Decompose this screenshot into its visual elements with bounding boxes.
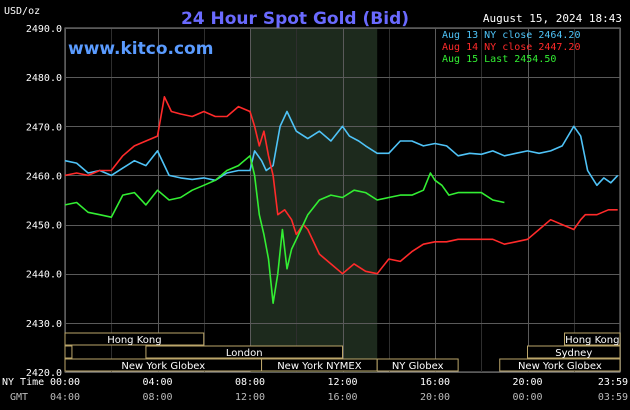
session-label: New York Globex [518,361,602,372]
gmt-tick-label: 16:00 [327,392,357,403]
ny-session-shade [250,28,378,372]
gmt-label: GMT [10,392,28,403]
ny-tick-label: 20:00 [512,377,542,388]
y-tick-label: 2420.0 [26,368,62,379]
session-label: Sydney [555,348,592,359]
y-tick-label: 2490.0 [26,24,62,35]
ny-tick-label: 08:00 [235,377,265,388]
session-bar [64,332,205,346]
gmt-tick-label: 03:59 [598,392,628,403]
session-bar [64,345,73,359]
kitco-watermark: www.kitco.com [68,39,213,59]
x-axis-ticks: 00:00 04:00 04:00 08:00 08:00 12:00 12:00 16:00… [50,377,628,403]
gmt-tick-label: 00:00 [512,392,542,403]
chart-title: 24 Hour Spot Gold (Bid) [181,9,409,29]
ny-tick-label: 00:00 [50,377,80,388]
y-axis-ticks: 2490.0 2480.0 2470.0 2460.0 2450.0 2440.0 2430… [26,24,62,379]
session-label: New York NYMEX [277,361,362,372]
session-bar [499,358,621,372]
ny-time-label: NY Time [2,377,44,388]
series-line-2 [64,155,505,304]
ny-tick-label: 16:00 [420,377,450,388]
legend: Aug 13 NY close 2464.20 Aug 14 NY close … [442,30,580,65]
y-tick-label: 2460.0 [26,171,62,182]
currency-label: USD/oz [4,6,40,17]
series-line-0 [64,110,619,187]
session-label: New York Globex [121,361,205,372]
gmt-tick-label: 08:00 [142,392,172,403]
ny-tick-label: 12:00 [327,377,357,388]
ny-tick-label: 23:59 [598,377,628,388]
gmt-tick-label: 20:00 [420,392,450,403]
ny-tick-label: 04:00 [142,377,172,388]
y-tick-label: 2440.0 [26,270,62,281]
session-bar [145,345,343,359]
y-tick-label: 2430.0 [26,319,62,330]
legend-aug15: Aug 15 Last 2454.50 [442,54,556,65]
session-bar [527,345,621,359]
y-tick-label: 2450.0 [26,221,62,232]
plot-area [64,27,621,373]
y-tick-label: 2480.0 [26,73,62,84]
session-label: Hong Kong [565,335,619,346]
session-bar [564,332,621,346]
session-bar [376,358,459,372]
price-series [64,96,619,304]
series-line-1 [64,96,618,275]
session-label: Hong Kong [107,335,161,346]
market-sessions: Hong Kong Hong Kong London Sydney New York G… [64,332,621,372]
chart-datetime: August 15, 2024 18:43 [483,12,622,25]
y-tick-label: 2470.0 [26,122,62,133]
gmt-tick-label: 12:00 [235,392,265,403]
legend-aug13: Aug 13 NY close 2464.20 [442,30,580,41]
session-label: London [226,348,263,359]
gmt-tick-label: 04:00 [50,392,80,403]
session-label: NY Globex [392,361,444,372]
legend-aug14: Aug 14 NY close 2447.20 [442,42,580,53]
